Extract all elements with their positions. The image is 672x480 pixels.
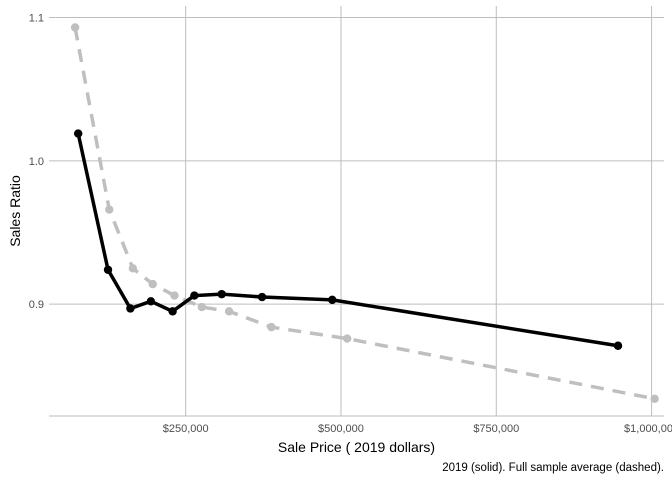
y-tick-label: 0.9: [29, 299, 44, 311]
solid-series-point: [217, 289, 226, 299]
solid-series-point: [126, 304, 135, 313]
y-tick-label: 1.1: [29, 12, 44, 24]
dashed-series-point: [197, 302, 207, 312]
dashed-series-point: [128, 264, 138, 273]
x-tick-label: $1,000,000: [624, 423, 672, 435]
solid-series-line: [76, 133, 619, 348]
x-tick-label: $250,000: [163, 423, 209, 435]
dashed-series-point: [170, 291, 179, 300]
dashed-series-point: [148, 279, 157, 289]
x-tick-label: $500,000: [318, 423, 364, 435]
solid-series-point: [328, 295, 337, 305]
dashed-series-point: [267, 322, 276, 332]
plot-background: [49, 6, 664, 416]
chart-caption: 2019 (solid). Full sample average (dashe…: [442, 462, 664, 474]
solid-series-point: [190, 291, 199, 300]
solid-series-point: [103, 265, 113, 274]
x-tick-labels: $250,000 $500,000 $750,000 $1,000,000: [163, 423, 672, 435]
series-layer: [70, 23, 659, 403]
y-tick-label: 1.0: [29, 156, 44, 168]
solid-series-point: [257, 292, 267, 302]
dashed-series-point: [105, 205, 114, 214]
dashed-series-point: [70, 23, 80, 32]
dashed-series-point: [650, 394, 659, 403]
x-axis-title: Sale Price ( 2019 dollars): [278, 439, 435, 455]
solid-series-point: [613, 341, 623, 350]
y-axis-title: Sales Ratio: [7, 175, 23, 247]
dashed-series-point: [224, 307, 234, 316]
dashed-series-point: [342, 334, 352, 343]
solid-series-point: [146, 297, 156, 306]
x-tick-label: $750,000: [473, 423, 519, 435]
solid-series-point: [168, 307, 177, 316]
y-tick-labels: 0.9 1.0 1.1: [29, 12, 44, 311]
solid-series-point: [73, 129, 83, 138]
